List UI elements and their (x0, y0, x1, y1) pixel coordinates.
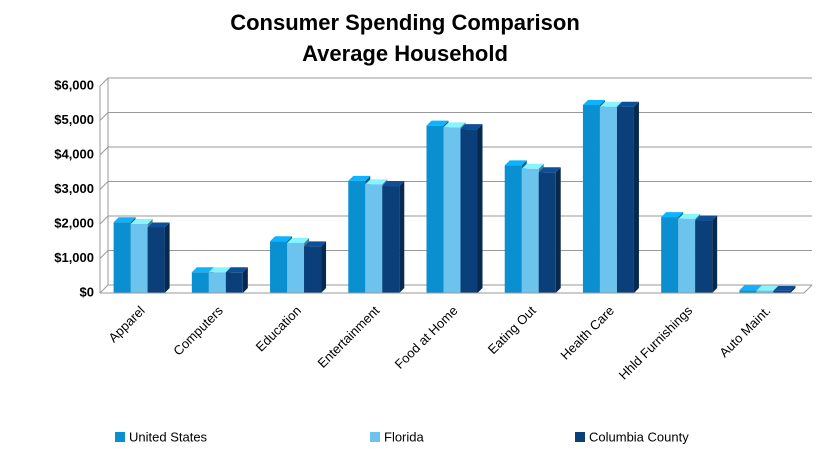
bar-top (426, 120, 449, 126)
bar (426, 125, 444, 293)
bar-top (739, 285, 762, 291)
bar-top (443, 122, 466, 128)
x-tick-label: Health Care (557, 303, 617, 363)
grid-depth (99, 77, 109, 87)
chart-subtitle: Average Household (302, 41, 508, 66)
bar (287, 242, 305, 293)
grid-depth (99, 215, 109, 225)
bar-top (599, 101, 622, 107)
x-tick-label: Computers (170, 303, 226, 359)
bar (538, 172, 556, 293)
bar (304, 246, 322, 293)
bar (582, 104, 600, 293)
bar-side (321, 241, 327, 293)
grid-depth (99, 181, 109, 190)
legend-label: United States (129, 429, 208, 444)
bar-top (773, 285, 796, 291)
x-tick-label: Education (253, 303, 304, 354)
bar (147, 227, 165, 293)
bar (756, 290, 774, 293)
bar-top (616, 101, 639, 107)
bar (599, 106, 617, 293)
y-tick-label: $6,000 (54, 77, 94, 92)
bar (504, 165, 522, 293)
legend-swatch (575, 432, 585, 442)
y-tick-label: $2,000 (54, 215, 94, 230)
grid-depth (99, 284, 109, 294)
bar (113, 222, 131, 293)
bar-top (225, 267, 248, 273)
bar (443, 127, 461, 294)
bar-top (287, 237, 310, 243)
bar-top (521, 163, 544, 169)
bar (348, 180, 366, 293)
x-tick-label: Hhld Furnishings (616, 303, 696, 383)
bar-top (538, 167, 561, 173)
bar-side (555, 167, 561, 293)
bar-top (756, 285, 779, 291)
legend-swatch (370, 432, 380, 442)
bar-side (477, 124, 483, 293)
x-tick-label: Auto Maint. (716, 303, 773, 360)
bar (130, 224, 148, 293)
grid-depth (99, 112, 109, 121)
bar (382, 186, 400, 293)
bar-top (130, 219, 153, 224)
bar-top (678, 213, 701, 219)
y-tick-label: $3,000 (54, 181, 94, 196)
bar (460, 129, 478, 293)
y-tick-label: $5,000 (54, 112, 94, 127)
legend-label: Columbia County (589, 429, 689, 444)
bar (270, 241, 288, 293)
bar (661, 217, 679, 293)
bar-top (270, 236, 293, 242)
bar-top (382, 181, 405, 187)
bar-side (164, 222, 170, 293)
bar (521, 168, 539, 293)
bar-top (661, 212, 684, 218)
bar-top (365, 179, 388, 185)
x-tick-label: Eating Out (485, 303, 539, 357)
bar-side (790, 285, 796, 293)
bar-top (460, 124, 483, 130)
bar (365, 184, 383, 293)
bar (191, 272, 209, 293)
bar-top (208, 267, 231, 273)
bar (225, 272, 243, 293)
bar-side (633, 101, 639, 293)
y-tick-label: $4,000 (54, 146, 94, 161)
grid-depth (99, 250, 109, 259)
x-tick-label: Entertainment (314, 303, 382, 371)
legend-swatch (115, 432, 125, 442)
bar-top (348, 175, 371, 181)
bar (678, 218, 696, 293)
x-axis-depth (803, 284, 813, 294)
bar (773, 290, 791, 293)
bar (695, 220, 713, 293)
bar-side (712, 215, 718, 293)
legend-label: Florida (384, 429, 425, 444)
grid-depth (99, 146, 109, 156)
y-tick-label: $0 (80, 284, 94, 299)
bar-top (147, 222, 170, 228)
y-tick-label: $1,000 (54, 250, 94, 265)
x-tick-label: Food at Home (392, 303, 461, 372)
bar-top (191, 267, 214, 273)
bar-top (504, 160, 527, 166)
bar (616, 106, 634, 293)
bar (208, 272, 226, 293)
bar-side (242, 267, 248, 293)
bar-top (582, 99, 605, 105)
bar (739, 290, 757, 293)
bar-top (695, 215, 718, 221)
chart-title: Consumer Spending Comparison (230, 10, 580, 35)
bar-top (113, 217, 136, 223)
x-tick-label: Apparel (105, 303, 147, 345)
bar-side (399, 181, 405, 293)
bar-top (304, 241, 327, 247)
